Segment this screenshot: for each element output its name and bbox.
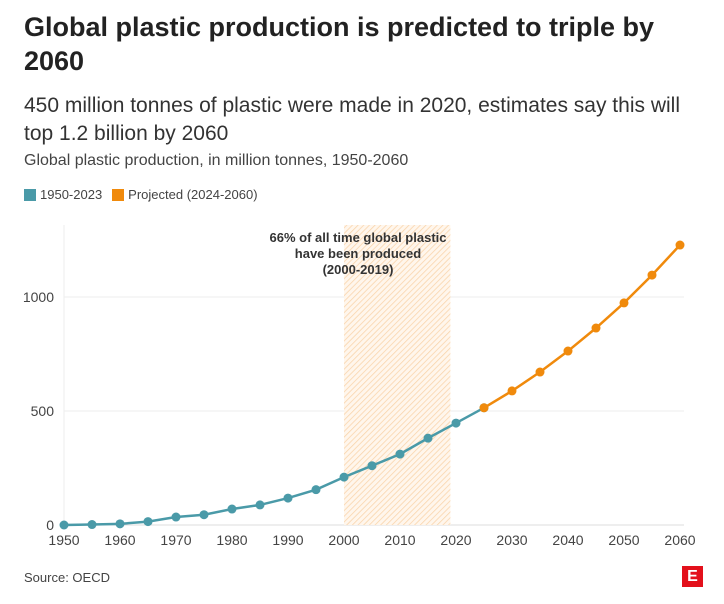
annotation-band	[344, 225, 451, 525]
y-tick-label: 1000	[23, 289, 54, 305]
data-point	[59, 520, 69, 530]
x-tick-label: 2000	[328, 532, 359, 548]
data-point	[591, 323, 601, 333]
series-line-0	[63, 406, 485, 527]
data-point	[367, 461, 377, 471]
data-point	[535, 367, 545, 377]
data-point	[283, 493, 293, 503]
data-point	[199, 510, 209, 520]
data-point	[563, 346, 573, 356]
data-point	[115, 519, 125, 529]
annotation-text: (2000-2019)	[323, 262, 394, 277]
chart-description: Global plastic production, in million to…	[24, 152, 409, 169]
legend-swatch	[24, 188, 36, 201]
x-tick-label: 1990	[272, 532, 303, 548]
x-tick-label: 1960	[104, 532, 135, 548]
chart-subtitle: 450 million tonnes of plastic were made …	[24, 94, 680, 145]
x-tick-label: 2030	[496, 532, 527, 548]
x-tick-label: 2050	[608, 532, 639, 548]
annotation-text: have been produced	[295, 246, 421, 261]
series-line-1	[483, 244, 681, 409]
data-point	[143, 517, 153, 527]
data-point	[339, 472, 349, 482]
data-point	[171, 512, 181, 522]
data-point	[479, 403, 489, 413]
data-point	[507, 386, 517, 396]
data-point	[423, 433, 433, 443]
legend: 1950-2023 Projected (2024-2060)	[24, 187, 258, 202]
x-tick-label: 2010	[384, 532, 415, 548]
y-tick-label: 500	[31, 403, 55, 419]
data-point	[227, 504, 237, 514]
data-point	[647, 270, 657, 280]
data-point	[619, 298, 629, 308]
brand-logo: E	[682, 566, 703, 587]
legend-label: Projected (2024-2060)	[128, 187, 258, 202]
x-tick-label: 2040	[552, 532, 583, 548]
data-point	[395, 449, 405, 459]
legend-item-projected: Projected (2024-2060)	[112, 187, 258, 202]
x-tick-label: 1970	[160, 532, 191, 548]
data-point	[451, 418, 461, 428]
legend-item-historic: 1950-2023	[24, 187, 102, 202]
legend-swatch	[112, 188, 125, 201]
data-point	[675, 240, 685, 250]
data-point	[87, 520, 97, 530]
data-point	[311, 485, 321, 495]
chart-title: Global plastic production is predicted t…	[24, 12, 655, 76]
x-tick-label: 2020	[440, 532, 471, 548]
data-point	[255, 500, 265, 510]
source-note: Source: OECD	[24, 570, 110, 585]
annotation-text: 66% of all time global plastic	[270, 230, 447, 245]
x-tick-label: 2060	[664, 532, 695, 548]
x-tick-label: 1950	[48, 532, 79, 548]
y-tick-label: 0	[46, 517, 54, 533]
x-tick-label: 1980	[216, 532, 247, 548]
legend-label: 1950-2023	[40, 187, 103, 202]
